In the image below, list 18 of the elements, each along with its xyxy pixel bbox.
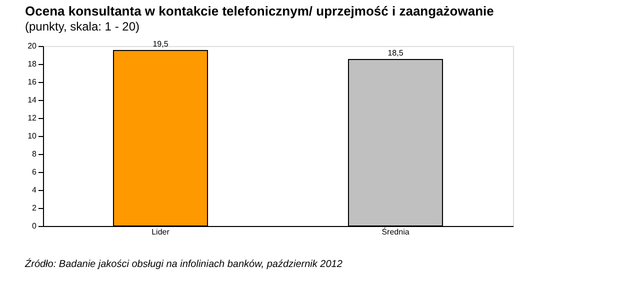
y-tick-label: 10: [28, 132, 38, 140]
text: Źródło: Badanie jakości obsługi na infoliniach banków, październik 2012: [24, 258, 343, 270]
x-tick-label: Lider: [152, 228, 170, 236]
y-tick-label: 16: [28, 78, 38, 86]
data-label: 19,5: [152, 40, 169, 48]
y-tick-label: 18: [28, 60, 38, 68]
chart-subtitle: (punkty, skala: 1 - 20): [25, 20, 140, 34]
y-tick-label: 6: [32, 168, 38, 176]
y-tick-label: 12: [28, 114, 38, 122]
y-tick-label: 4: [32, 186, 38, 194]
y-tick-label: 0: [32, 222, 38, 230]
y-tick-label: 14: [28, 96, 38, 104]
y-tick-label: 20: [28, 42, 38, 50]
data-label: 18,5: [388, 48, 404, 58]
chart-title: Ocena konsultanta w kontakcie telefonicznym/ uprzejmość i zaangażowanie: [25, 4, 494, 18]
x-tick-label: Średnia: [382, 226, 410, 236]
y-tick-label: 2: [32, 204, 38, 212]
y-tick-label: 8: [32, 150, 38, 158]
